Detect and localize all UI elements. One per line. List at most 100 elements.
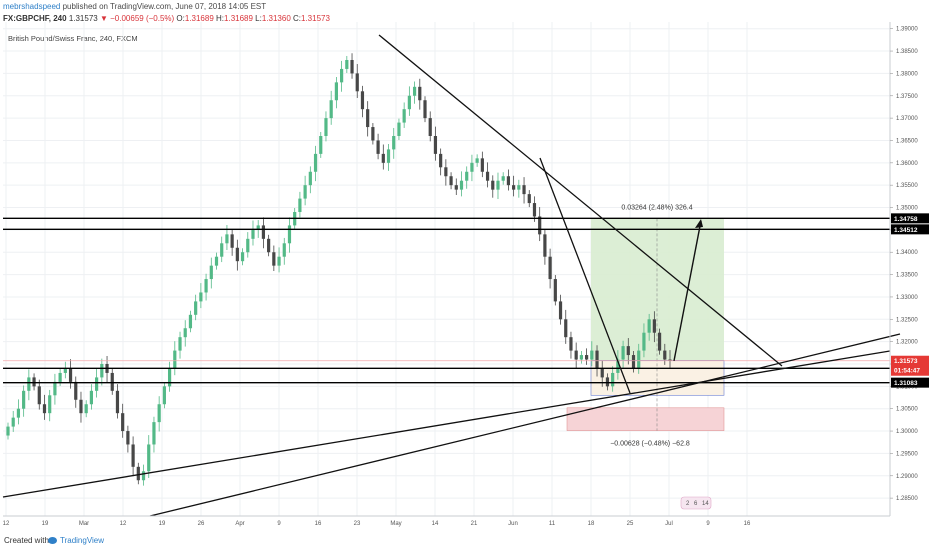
- price-tick-label: 1.39000: [896, 27, 918, 33]
- candle-body: [74, 381, 78, 400]
- author-name[interactable]: mebrshadspeed: [3, 2, 61, 11]
- candle-body: [240, 252, 245, 262]
- time-axis[interactable]: 12 19 Mar 12 19 26 Apr 9 16 23 May 14 21 Jun 11 18 25 Jul…: [3, 515, 890, 527]
- candle-body: [402, 109, 406, 123]
- price-change: −0.00659 (−0.5%): [110, 14, 175, 23]
- chart-header: mebrshadspeed published on TradingView.c…: [3, 1, 330, 25]
- candle-body: [287, 225, 292, 244]
- price-tick-label: 1.30000: [896, 429, 918, 435]
- candle-body: [37, 386, 41, 405]
- price-tick-label: 1.37500: [896, 94, 918, 100]
- event-badge-label: 14: [702, 501, 709, 507]
- candle-body: [6, 426, 10, 436]
- candle-body: [371, 127, 375, 141]
- candle-body: [272, 252, 276, 266]
- price-tick-label: 1.37000: [896, 116, 918, 122]
- candle-body: [246, 238, 250, 253]
- candle-body: [459, 180, 464, 190]
- candle-body: [194, 301, 198, 315]
- candle-body: [600, 368, 604, 378]
- price-axis[interactable]: 1.39000 1.38500 1.38000 1.37500 1.37000 1.365…: [889, 22, 929, 516]
- candle-body: [162, 386, 166, 405]
- candle-body: [543, 234, 547, 257]
- candle-body: [491, 180, 495, 190]
- candle-body: [115, 390, 120, 414]
- candle-body: [428, 118, 432, 136]
- created-with-text: Created with: [4, 536, 49, 545]
- candle-body: [465, 171, 469, 181]
- candle-body: [100, 364, 104, 378]
- trendlines[interactable]: [2, 34, 901, 517]
- entry-range-box: [590, 360, 725, 396]
- candle-body: [439, 153, 443, 168]
- candle-body: [647, 319, 651, 333]
- price-tick-label: 1.35000: [896, 206, 918, 212]
- level-price-tag: [891, 224, 929, 235]
- candle-body: [454, 185, 458, 190]
- candle-body: [579, 355, 583, 360]
- candles: [6, 53, 672, 486]
- candle-body: [68, 368, 73, 382]
- candle-body: [32, 377, 36, 387]
- price-tick-label: 1.35500: [896, 183, 918, 189]
- candle-body: [141, 471, 146, 481]
- time-tick-label: May: [390, 521, 401, 527]
- candle-body: [95, 377, 99, 391]
- price-tick-label: 1.38500: [896, 49, 918, 55]
- candle-body: [444, 167, 448, 177]
- candle-body: [584, 355, 589, 360]
- candle-body: [334, 82, 338, 101]
- price-tick-label: 1.38000: [896, 71, 918, 77]
- trendline-rising-support-steep: [149, 333, 901, 517]
- close-value: 1.31573: [301, 14, 330, 23]
- candle-body: [616, 359, 620, 373]
- candle-body: [485, 171, 490, 181]
- profit-target-zone: [591, 218, 724, 361]
- horizontal-levels[interactable]: [3, 217, 890, 384]
- candle-body: [157, 404, 161, 423]
- candle-body: [136, 466, 140, 481]
- candle-body: [204, 279, 208, 293]
- candle-body: [381, 153, 385, 163]
- candle-body: [590, 350, 594, 360]
- candle-body: [220, 243, 224, 257]
- candle-body: [501, 176, 505, 181]
- high-label: H:: [216, 14, 225, 23]
- candle-body: [147, 444, 151, 472]
- time-tick-label: 12: [120, 521, 127, 527]
- candle-body: [267, 238, 271, 253]
- candle-body: [188, 314, 193, 329]
- event-badge-label: 6: [694, 501, 698, 507]
- candle-body: [663, 350, 667, 360]
- time-tick-label: 26: [198, 521, 205, 527]
- candle-body: [637, 350, 641, 369]
- candle-body: [611, 372, 615, 387]
- candle-body: [173, 350, 177, 369]
- candle-body: [652, 319, 656, 333]
- candle-body: [512, 185, 516, 190]
- time-tick-label: Jun: [508, 521, 518, 527]
- candle-body: [423, 100, 427, 119]
- price-tick-label: 1.29500: [896, 451, 918, 457]
- time-tick-label: Apr: [235, 521, 244, 527]
- candle-body: [277, 256, 281, 266]
- level-price-tag: [891, 377, 929, 388]
- price-chart[interactable]: 0.03264 (2.48%) 326.4 −0.00628 (−0.48%) −…: [0, 0, 932, 532]
- candle-body: [376, 140, 380, 154]
- candle-body: [412, 86, 417, 96]
- candle-body: [63, 368, 67, 373]
- candle-body: [27, 377, 31, 391]
- time-tick-label: 19: [42, 521, 49, 527]
- last-price: 1.31573: [68, 14, 98, 23]
- candle-body: [152, 422, 156, 445]
- candle-body: [496, 180, 500, 190]
- level-price-tag-label: 1.31083: [894, 380, 918, 387]
- candle-body: [470, 162, 474, 172]
- event-badge-icon: [680, 496, 712, 510]
- candle-body: [282, 243, 286, 257]
- candle-body: [178, 337, 182, 351]
- candle-body: [58, 372, 62, 382]
- candle-body: [668, 359, 672, 361]
- price-tick-label: 1.32500: [896, 317, 918, 323]
- tradingview-brand[interactable]: TradingView: [60, 536, 105, 545]
